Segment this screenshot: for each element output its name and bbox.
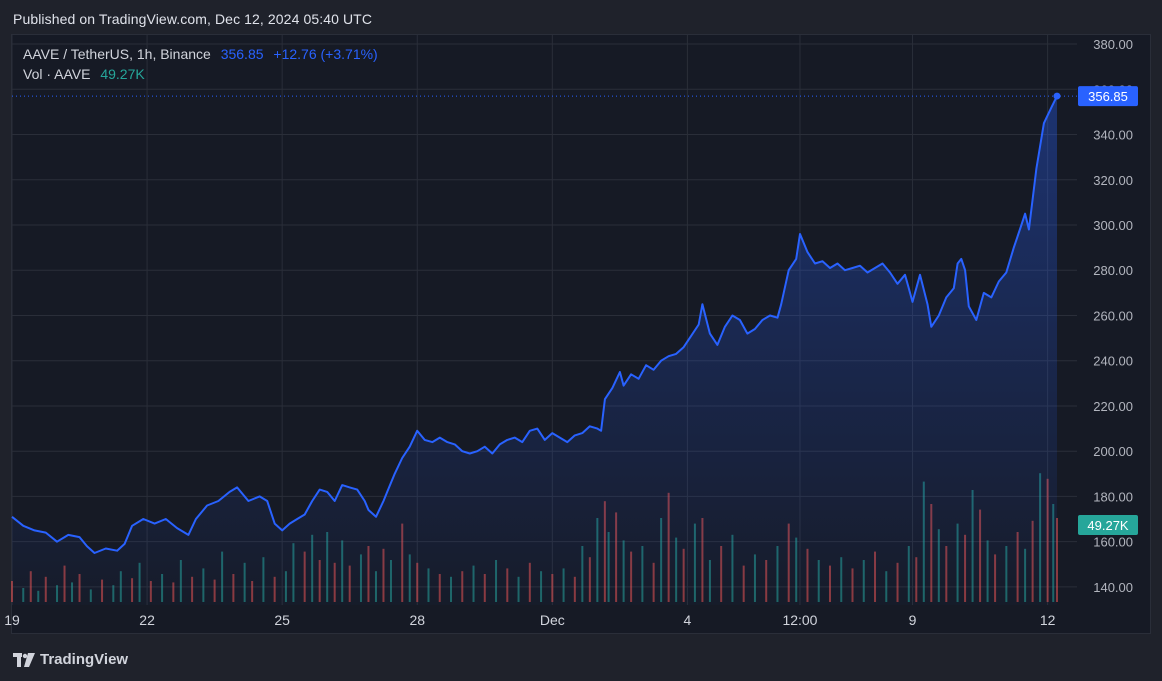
- brand-label: TradingView: [40, 651, 129, 668]
- published-caption: Published on TradingView.com, Dec 12, 20…: [13, 11, 373, 27]
- y-tick-label: 140.00: [1093, 580, 1133, 595]
- x-tick-label: 12: [1040, 612, 1056, 628]
- y-tick-label: 300.00: [1093, 218, 1133, 233]
- y-tick-label: 200.00: [1093, 444, 1133, 459]
- legend-symbol-row: AAVE / TetherUS, 1h, Binance 356.85 +12.…: [23, 46, 384, 62]
- y-tick-label: 260.00: [1093, 308, 1133, 323]
- x-tick-label: 9: [909, 612, 917, 628]
- y-tick-label: 320.00: [1093, 173, 1133, 188]
- tradingview-logo[interactable]: TradingView: [13, 651, 128, 668]
- x-tick-label: 19: [4, 612, 20, 628]
- legend-change: +12.76 (+3.71%): [273, 46, 378, 62]
- legend-volume-value: 49.27K: [100, 66, 145, 82]
- y-tick-label: 280.00: [1093, 263, 1133, 278]
- last-price-dot: [1053, 92, 1061, 100]
- x-tick-label: 28: [409, 612, 425, 628]
- x-tick-label: 25: [274, 612, 290, 628]
- y-tick-label: 180.00: [1093, 489, 1133, 504]
- x-tick-label: 4: [684, 612, 692, 628]
- y-tick-label: 240.00: [1093, 354, 1133, 369]
- legend-price: 356.85: [220, 46, 264, 62]
- y-tick-label: 220.00: [1093, 399, 1133, 414]
- volume-badge-label: 49.27K: [1087, 518, 1129, 533]
- legend-volume-row: Vol · AAVE 49.27K: [23, 66, 151, 82]
- y-tick-label: 340.00: [1093, 128, 1133, 143]
- volume-badge[interactable]: [1078, 515, 1138, 535]
- x-tick-label: 12:00: [782, 612, 817, 628]
- price-badge-label: 356.85: [1088, 89, 1128, 104]
- x-tick-label: 22: [139, 612, 155, 628]
- x-tick-label: Dec: [540, 612, 565, 628]
- tradingview-icon: [13, 652, 35, 667]
- y-tick-label: 380.00: [1093, 37, 1133, 52]
- price-line[interactable]: [11, 95, 1058, 554]
- price-badge[interactable]: [1078, 86, 1138, 107]
- legend-volume-label[interactable]: Vol · AAVE: [23, 66, 91, 82]
- y-tick-label: 160.00: [1093, 535, 1133, 550]
- price-area: [12, 96, 1057, 605]
- legend-symbol[interactable]: AAVE / TetherUS, 1h, Binance: [23, 46, 211, 62]
